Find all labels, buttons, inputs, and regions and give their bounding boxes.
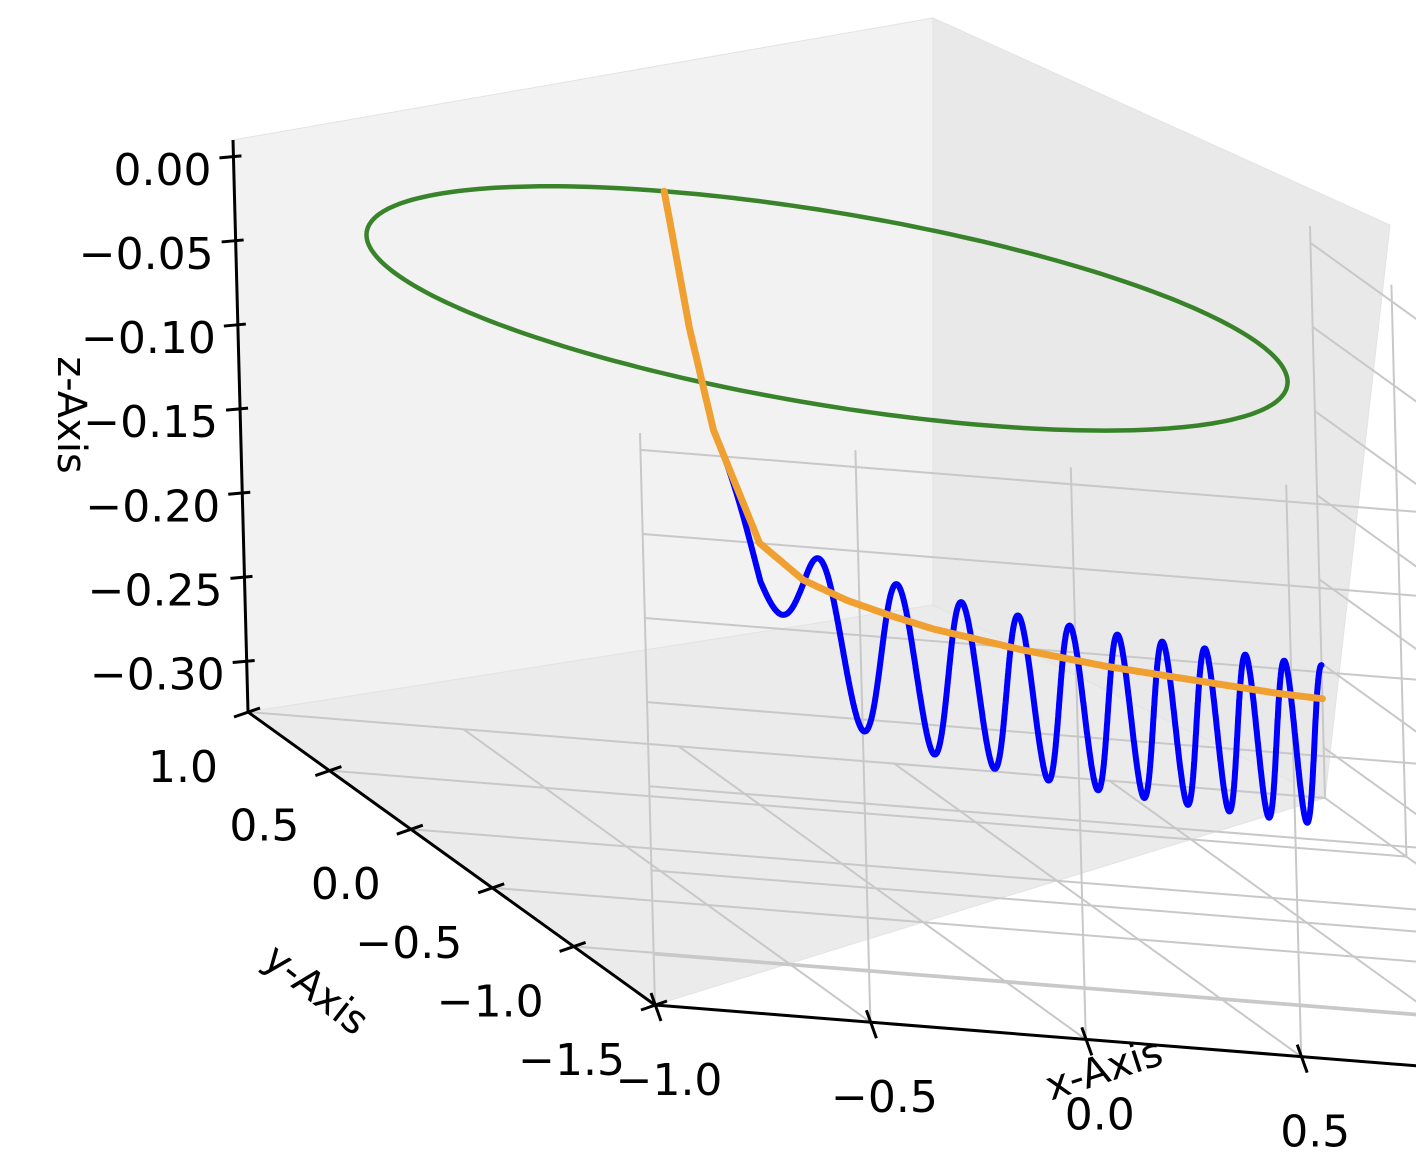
circle-series: [364, 184, 1290, 433]
y-tick-label-5: 1.0: [148, 742, 218, 793]
grid-x-floor-4: [1109, 779, 1416, 1003]
grid-y-floor-4: [329, 769, 1407, 858]
grid-x-back-3: [1285, 484, 1303, 1057]
x-tick-label-1: −0.5: [831, 1072, 938, 1123]
grid-x-back-1: [854, 450, 872, 1023]
z-tick-0: [219, 154, 242, 160]
z-tick-4: [228, 490, 251, 496]
z-tick-label-1: −0.05: [79, 229, 214, 280]
grid-y-floor-2: [492, 886, 1416, 963]
grid-x-floor-3: [893, 762, 1302, 1058]
y-tick-label-1: −1.0: [437, 976, 544, 1027]
y-axis-line: [247, 710, 656, 1007]
x-tick-label-0: −1.0: [616, 1055, 723, 1106]
x-tick-2: [1080, 1026, 1094, 1056]
grid-z-side-2: [1314, 410, 1416, 486]
grid-x-floor-5: [1324, 797, 1416, 865]
x-tick-label-3: 0.5: [1280, 1107, 1350, 1158]
grid-z-back-0: [640, 448, 1416, 513]
grid-y-floor-1: [573, 945, 1416, 1015]
grid-z-side-0: [1309, 242, 1416, 321]
z-tick-2: [223, 322, 246, 328]
z-tick-label-5: −0.25: [88, 565, 223, 616]
y-tick-1: [559, 940, 587, 953]
grid-x-floor-1: [462, 728, 871, 1024]
grid-z-side-1: [1312, 326, 1416, 403]
trajectory-series: [660, 187, 1326, 703]
grid-z-back-4: [649, 785, 1416, 849]
z-axis-label: z-Axis: [48, 356, 94, 474]
y-tick-4: [314, 765, 342, 778]
grid-x-floor-2: [678, 745, 1087, 1041]
y-tick-3: [396, 823, 424, 836]
grid-z-back-6: [653, 953, 1416, 1017]
grid-z-side-4: [1318, 578, 1416, 651]
grid-z-side-5: [1320, 662, 1416, 733]
x-tick-3: [1295, 1044, 1309, 1074]
grid-z-back-1: [642, 532, 1416, 597]
y-tick-5: [233, 706, 261, 719]
z-tick-label-2: −0.10: [81, 313, 216, 364]
z-tick-label-4: −0.20: [85, 481, 220, 532]
grid-z-side-6: [1323, 746, 1416, 816]
y-tick-label-3: 0.0: [311, 859, 381, 910]
y-tick-label-2: −0.5: [355, 918, 462, 969]
x-tick-1: [864, 1009, 878, 1039]
z-axis-line: [231, 139, 250, 713]
y-tick-label-0: −1.5: [518, 1035, 625, 1086]
grid-z-back-3: [646, 701, 1416, 765]
y-tick-2: [477, 882, 505, 895]
grid-z-back-5: [651, 869, 1416, 933]
z-tick-5: [230, 574, 253, 580]
z-tick-label-3: −0.15: [83, 397, 218, 448]
grid-y-side-5: [1309, 225, 1326, 799]
z-tick-label-6: −0.30: [90, 650, 225, 701]
axis-lines: [231, 139, 1416, 1068]
grid-x-back-0: [639, 432, 656, 1006]
grid-z-side-3: [1316, 494, 1416, 568]
grid-y-side-4: [1390, 284, 1408, 857]
x-tick-0: [649, 992, 663, 1022]
grid-y-floor-3: [410, 828, 1416, 911]
tick-group: 0.00−0.05−0.10−0.15−0.20−0.25−0.30−1.5−1…: [79, 145, 1350, 1158]
z-tick-3: [225, 406, 249, 412]
x-tick-label-2: 0.0: [1065, 1089, 1135, 1140]
z-tick-1: [221, 238, 244, 244]
grid-z-back-2: [644, 617, 1416, 681]
z-tick-6: [232, 659, 255, 665]
back-pane: [232, 17, 934, 713]
z-tick-label-0: 0.00: [113, 145, 211, 196]
oscillating-series: [661, 188, 1325, 826]
y-tick-label-4: 0.5: [229, 801, 299, 852]
series-layer: [364, 184, 1326, 826]
grid-x-back-2: [1069, 467, 1087, 1040]
x-axis-line: [654, 1003, 1416, 1068]
